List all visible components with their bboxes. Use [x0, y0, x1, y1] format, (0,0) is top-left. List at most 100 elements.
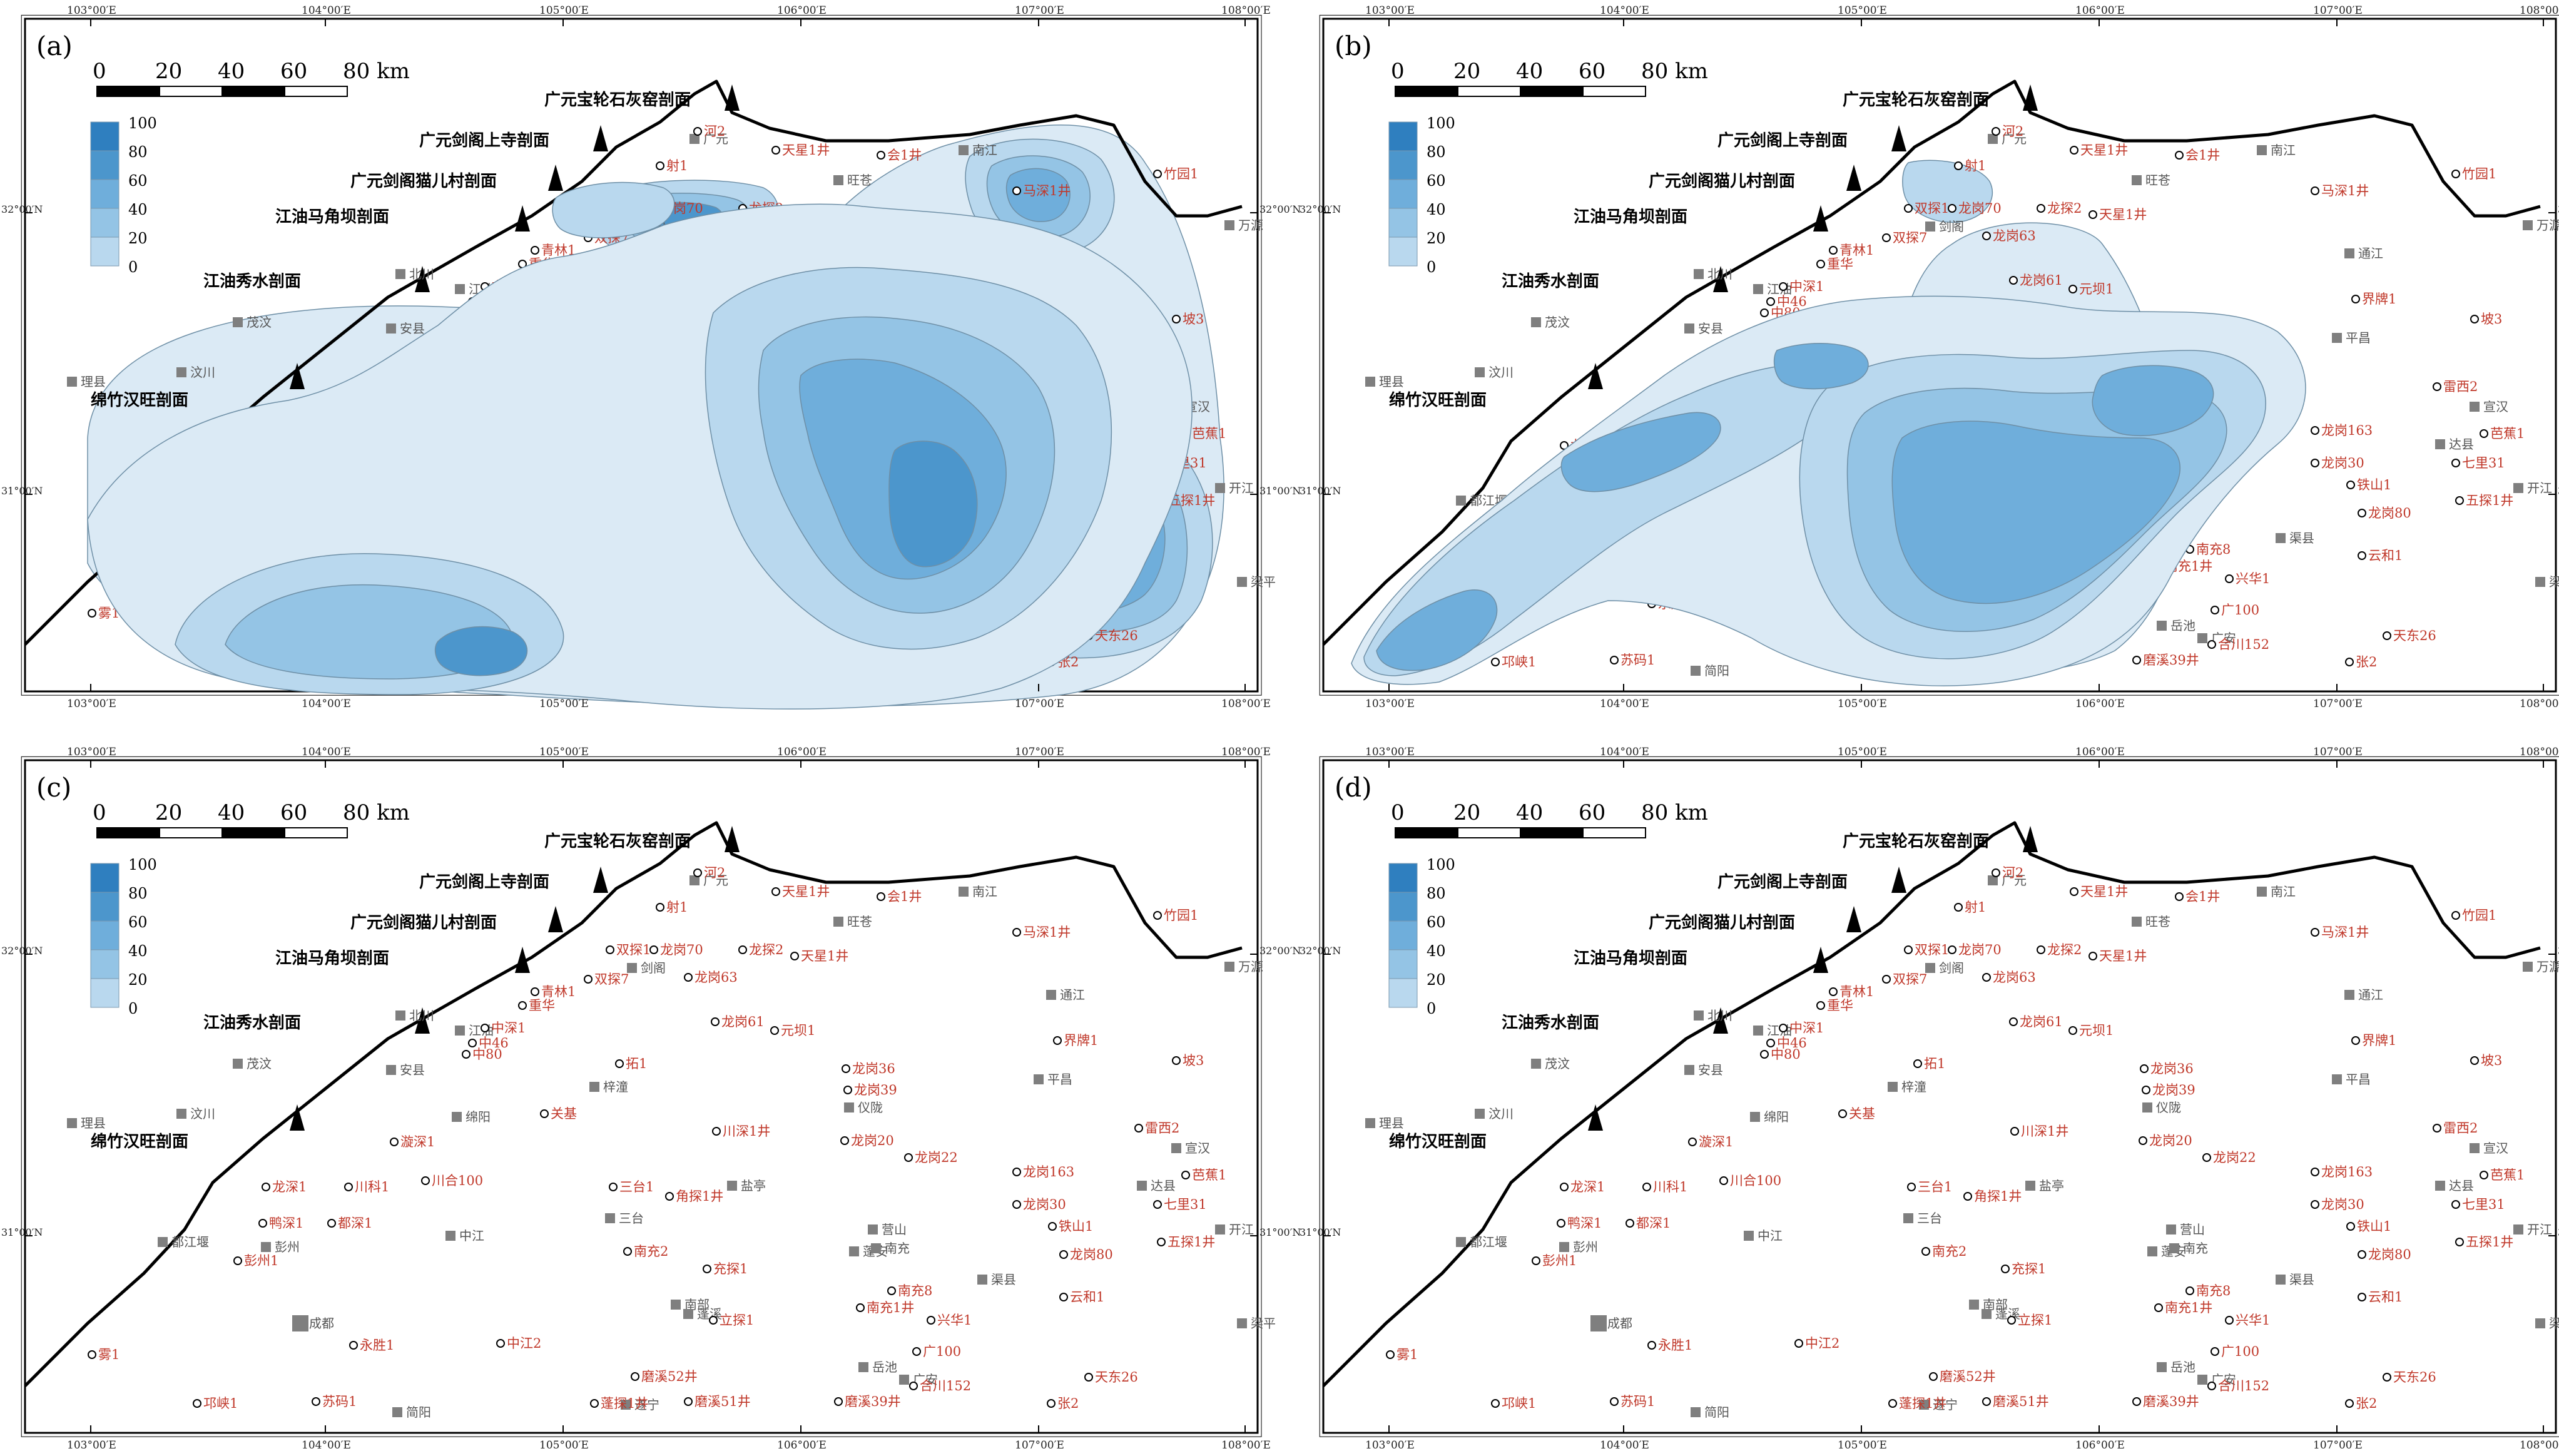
well-label: 界牌1: [2362, 1033, 2396, 1048]
well-label: 邛峡1: [1502, 1396, 1536, 1411]
city-marker: 梁平: [2535, 574, 2559, 589]
well-marker: 天星1井: [2088, 207, 2147, 222]
contour-4: [1891, 420, 2180, 604]
city-label: 都江堰: [171, 1235, 209, 1250]
city-square-icon: [844, 1102, 854, 1112]
well-marker: 会1井: [2175, 889, 2220, 904]
city-label: 江油: [469, 1023, 494, 1038]
city-label: 北川: [409, 267, 434, 282]
legend-tick-label: 80: [128, 885, 148, 902]
outcrop-section-label: 广元剑阁猫儿村剖面: [1649, 171, 1795, 191]
outcrop-section: 江油马角坝剖面: [275, 205, 530, 232]
well-circle-icon: [2451, 170, 2460, 178]
well-marker: 角探1井: [665, 1189, 723, 1204]
scale-bar-tick-label: 80 km: [1641, 59, 1708, 84]
outcrop-section: 江油秀水剖面: [1502, 1007, 1728, 1034]
well-label: 中46: [479, 1036, 509, 1051]
well-marker: 龙岗61: [711, 1014, 765, 1029]
city-square-icon: [1694, 1011, 1704, 1021]
city-square-icon: [689, 875, 700, 885]
scale-bar-tick-label: 20: [1453, 59, 1480, 84]
longitude-label-bottom: 105°00′E: [1838, 698, 1887, 710]
well-label: 龙岗39: [2152, 1082, 2195, 1097]
scale-bar: 0 20 40 60 80 km: [1391, 800, 1708, 838]
city-label: 广元: [703, 873, 728, 888]
city-label: 成都: [309, 1316, 334, 1331]
well-label: 天星1井: [2099, 207, 2147, 222]
outcrop-triangle-icon: [1891, 125, 1906, 151]
well-circle-icon: [2070, 887, 2078, 896]
longitude-label-bottom: 107°00′E: [2313, 1439, 2363, 1452]
well-marker: 马深1井: [2311, 183, 2369, 198]
well-marker: 中80: [1760, 1047, 1801, 1062]
city-marker: 三台: [1903, 1211, 1942, 1226]
city-label: 梁平: [2549, 1316, 2559, 1331]
well-marker: 龙探2: [2037, 201, 2082, 216]
scale-bar-segment: [1395, 827, 1458, 838]
outcrop-section: 广元剑阁上寺剖面: [419, 125, 608, 151]
latitude-label-right: 32°00′N: [1259, 945, 1301, 957]
outcrop-triangle-icon: [593, 125, 608, 151]
well-label: 双探7: [1893, 230, 1927, 245]
well-label: 会1井: [2185, 889, 2220, 904]
well-marker: 元坝1: [770, 1023, 815, 1038]
city-square-icon: [2535, 1318, 2545, 1328]
well-marker: 中80: [462, 1047, 502, 1062]
outcrop-section: 江油秀水剖面: [203, 1007, 430, 1034]
city-marker: 通江: [2344, 246, 2383, 261]
outcrop-section-label: 江油秀水剖面: [1502, 1013, 1599, 1032]
legend-swatch: [1388, 237, 1418, 267]
well-circle-icon: [909, 1382, 918, 1390]
well-circle-icon: [1688, 1138, 1697, 1146]
legend-tick-label: 40: [1427, 942, 1446, 960]
well-circle-icon: [2311, 1200, 2319, 1209]
well-marker: 五探1井: [2455, 493, 2513, 508]
well-marker: 坡3: [1172, 1053, 1204, 1068]
city-square-icon: [1531, 317, 1541, 327]
city-marker: 广元: [689, 131, 728, 146]
well-label: 马深1井: [2321, 183, 2369, 198]
well-label: 芭蕉1: [2490, 1168, 2525, 1183]
well-circle-icon: [2037, 945, 2045, 954]
city-label: 南江: [972, 143, 997, 158]
well-circle-icon: [1047, 1399, 1056, 1408]
panel-label: (a): [36, 31, 73, 61]
well-circle-icon: [1779, 282, 1788, 291]
well-label: 龙岗63: [1993, 970, 2036, 985]
well-circle-icon: [327, 1219, 336, 1228]
latitude-label-right: 32°00′N: [1259, 203, 1301, 215]
well-label: 雾1: [98, 1347, 120, 1362]
well-marker: 都深1: [1625, 1216, 1671, 1231]
city-label: 岳池: [872, 1360, 897, 1375]
city-label: 万源: [1238, 959, 1263, 974]
longitude-label-top: 106°00′E: [2075, 4, 2125, 17]
well-circle-icon: [1491, 658, 1500, 666]
outcrop-section: 江油秀水剖面: [1502, 266, 1728, 292]
well-label: 龙岗30: [1023, 1197, 1066, 1212]
well-label: 邛峡1: [1502, 654, 1536, 669]
well-marker: 南充2: [623, 1244, 668, 1259]
legend-swatch: [90, 237, 120, 267]
city-marker: 理县: [1365, 1116, 1404, 1131]
well-circle-icon: [2470, 315, 2479, 323]
well-circle-icon: [88, 1350, 96, 1359]
well-label: 竹园1: [1164, 908, 1198, 923]
city-square-icon: [2523, 220, 2533, 230]
well-circle-icon: [1053, 1036, 1062, 1045]
well-circle-icon: [531, 246, 539, 255]
well-marker: 龙岗22: [2202, 1150, 2256, 1165]
well-label: 会1井: [887, 148, 922, 163]
city-label: 盐亭: [741, 1178, 766, 1193]
well-label: 龙岗63: [694, 970, 738, 985]
legend-tick-label: 0: [1427, 1000, 1436, 1017]
city-square-icon: [2257, 887, 2267, 897]
well-marker: 五探1井: [1157, 1235, 1215, 1250]
scale-bar-segment: [284, 827, 348, 838]
city-marker: 北川: [395, 1008, 434, 1023]
well-circle-icon: [656, 161, 664, 170]
city-marker: 万源: [1224, 218, 1263, 233]
city-label: 渠县: [2289, 531, 2314, 546]
well-marker: 龙岗163: [2311, 423, 2373, 438]
well-circle-icon: [2480, 1171, 2488, 1179]
